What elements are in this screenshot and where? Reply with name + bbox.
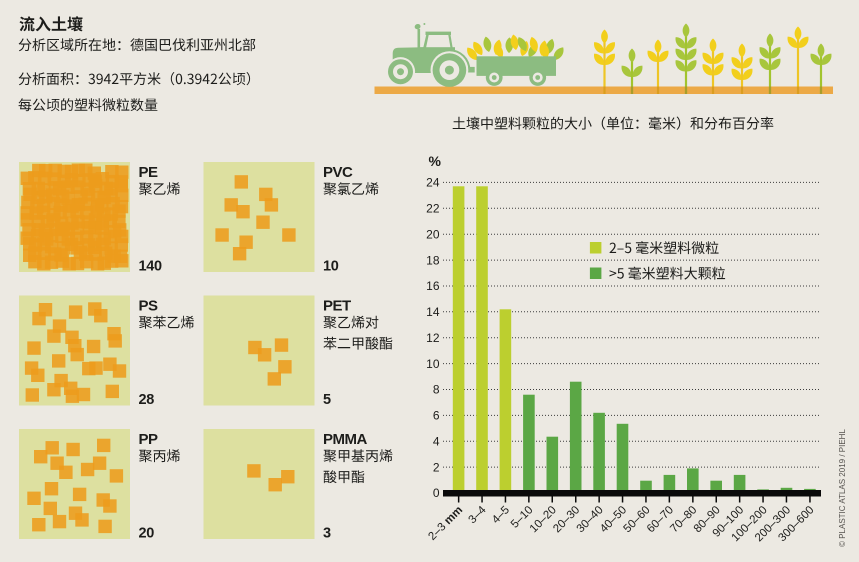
svg-text:14: 14 — [426, 305, 440, 319]
svg-text:2: 2 — [433, 460, 440, 474]
svg-text:5: 5 — [323, 392, 331, 408]
svg-text:PVC: PVC — [323, 164, 353, 181]
svg-text:28: 28 — [139, 392, 155, 408]
svg-text:20: 20 — [426, 227, 440, 241]
svg-text:PE: PE — [139, 164, 159, 181]
svg-text:3: 3 — [323, 526, 331, 542]
svg-text:12: 12 — [426, 331, 440, 345]
svg-text:PP: PP — [139, 431, 159, 448]
svg-text:20: 20 — [139, 526, 155, 542]
svg-text:PET: PET — [323, 298, 351, 315]
svg-text:PMMA: PMMA — [323, 431, 367, 448]
svg-text:18: 18 — [426, 253, 440, 267]
svg-text:10: 10 — [323, 259, 339, 275]
svg-text:%: % — [429, 153, 442, 169]
svg-text:8: 8 — [433, 383, 440, 397]
svg-text:6: 6 — [433, 409, 440, 423]
svg-text:0: 0 — [433, 486, 440, 500]
svg-text:24: 24 — [426, 176, 440, 190]
svg-text:4: 4 — [433, 434, 440, 448]
svg-text:140: 140 — [139, 259, 163, 275]
svg-text:22: 22 — [426, 202, 440, 216]
svg-text:10: 10 — [426, 357, 440, 371]
svg-text:© PLASTIC ATLAS 2019 / PIEHL: © PLASTIC ATLAS 2019 / PIEHL — [838, 429, 847, 547]
svg-text:PS: PS — [139, 298, 159, 315]
svg-text:16: 16 — [426, 279, 440, 293]
